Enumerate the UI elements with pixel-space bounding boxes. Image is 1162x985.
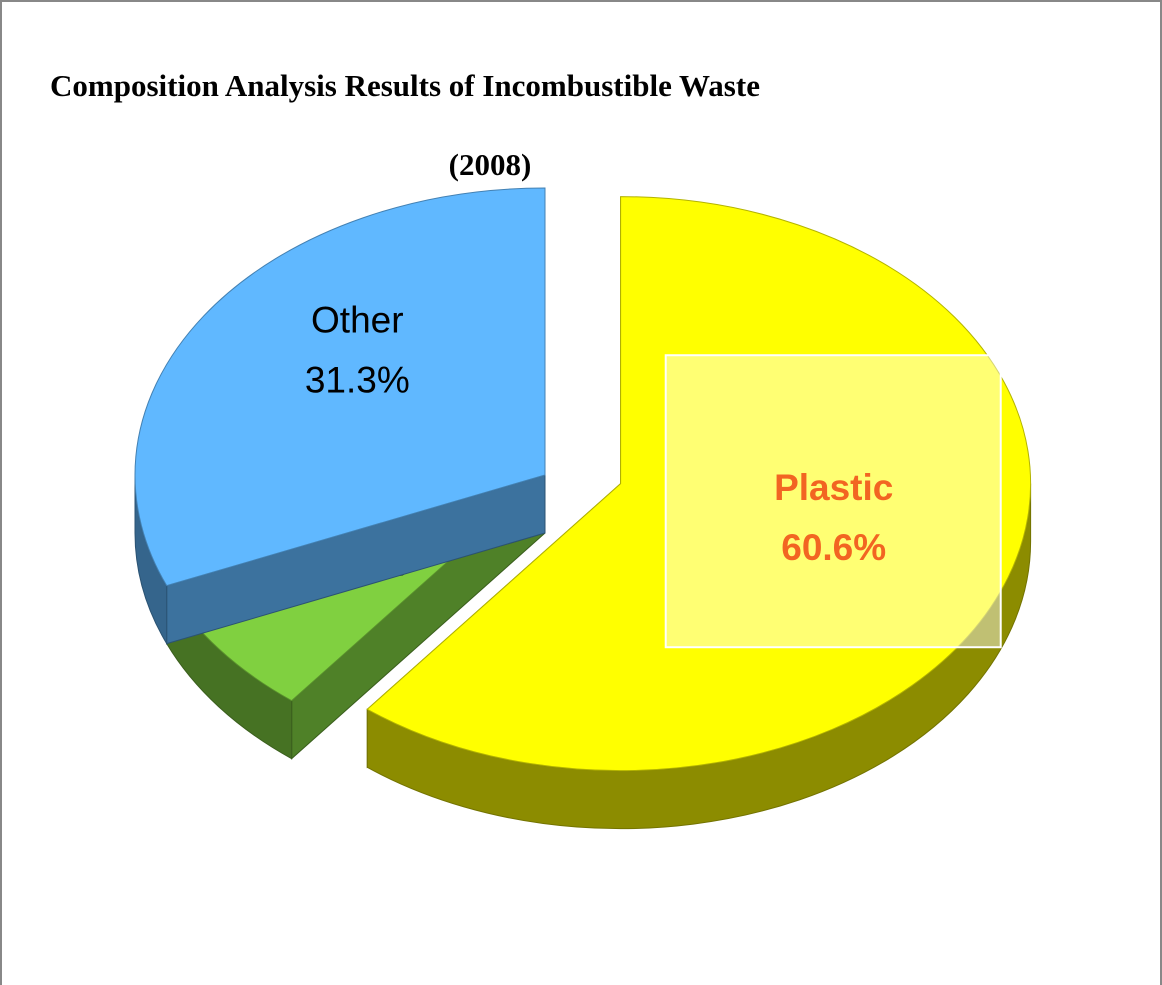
slice-top [134,187,546,587]
data-label-value: 60.6% [781,527,886,568]
chart-title: Composition Analysis Results of Incombus… [50,68,760,103]
chart-subtitle: (2008) [449,147,532,182]
slice-top [366,196,1032,772]
data-label-name: Other [311,300,404,341]
slice: Other 31.3% [134,187,546,646]
slice: Plastic 60.6% [366,196,1032,830]
data-label-value: 31.3% [305,360,410,401]
data-label-name: Plastic [774,467,893,508]
label-box [664,354,1002,649]
